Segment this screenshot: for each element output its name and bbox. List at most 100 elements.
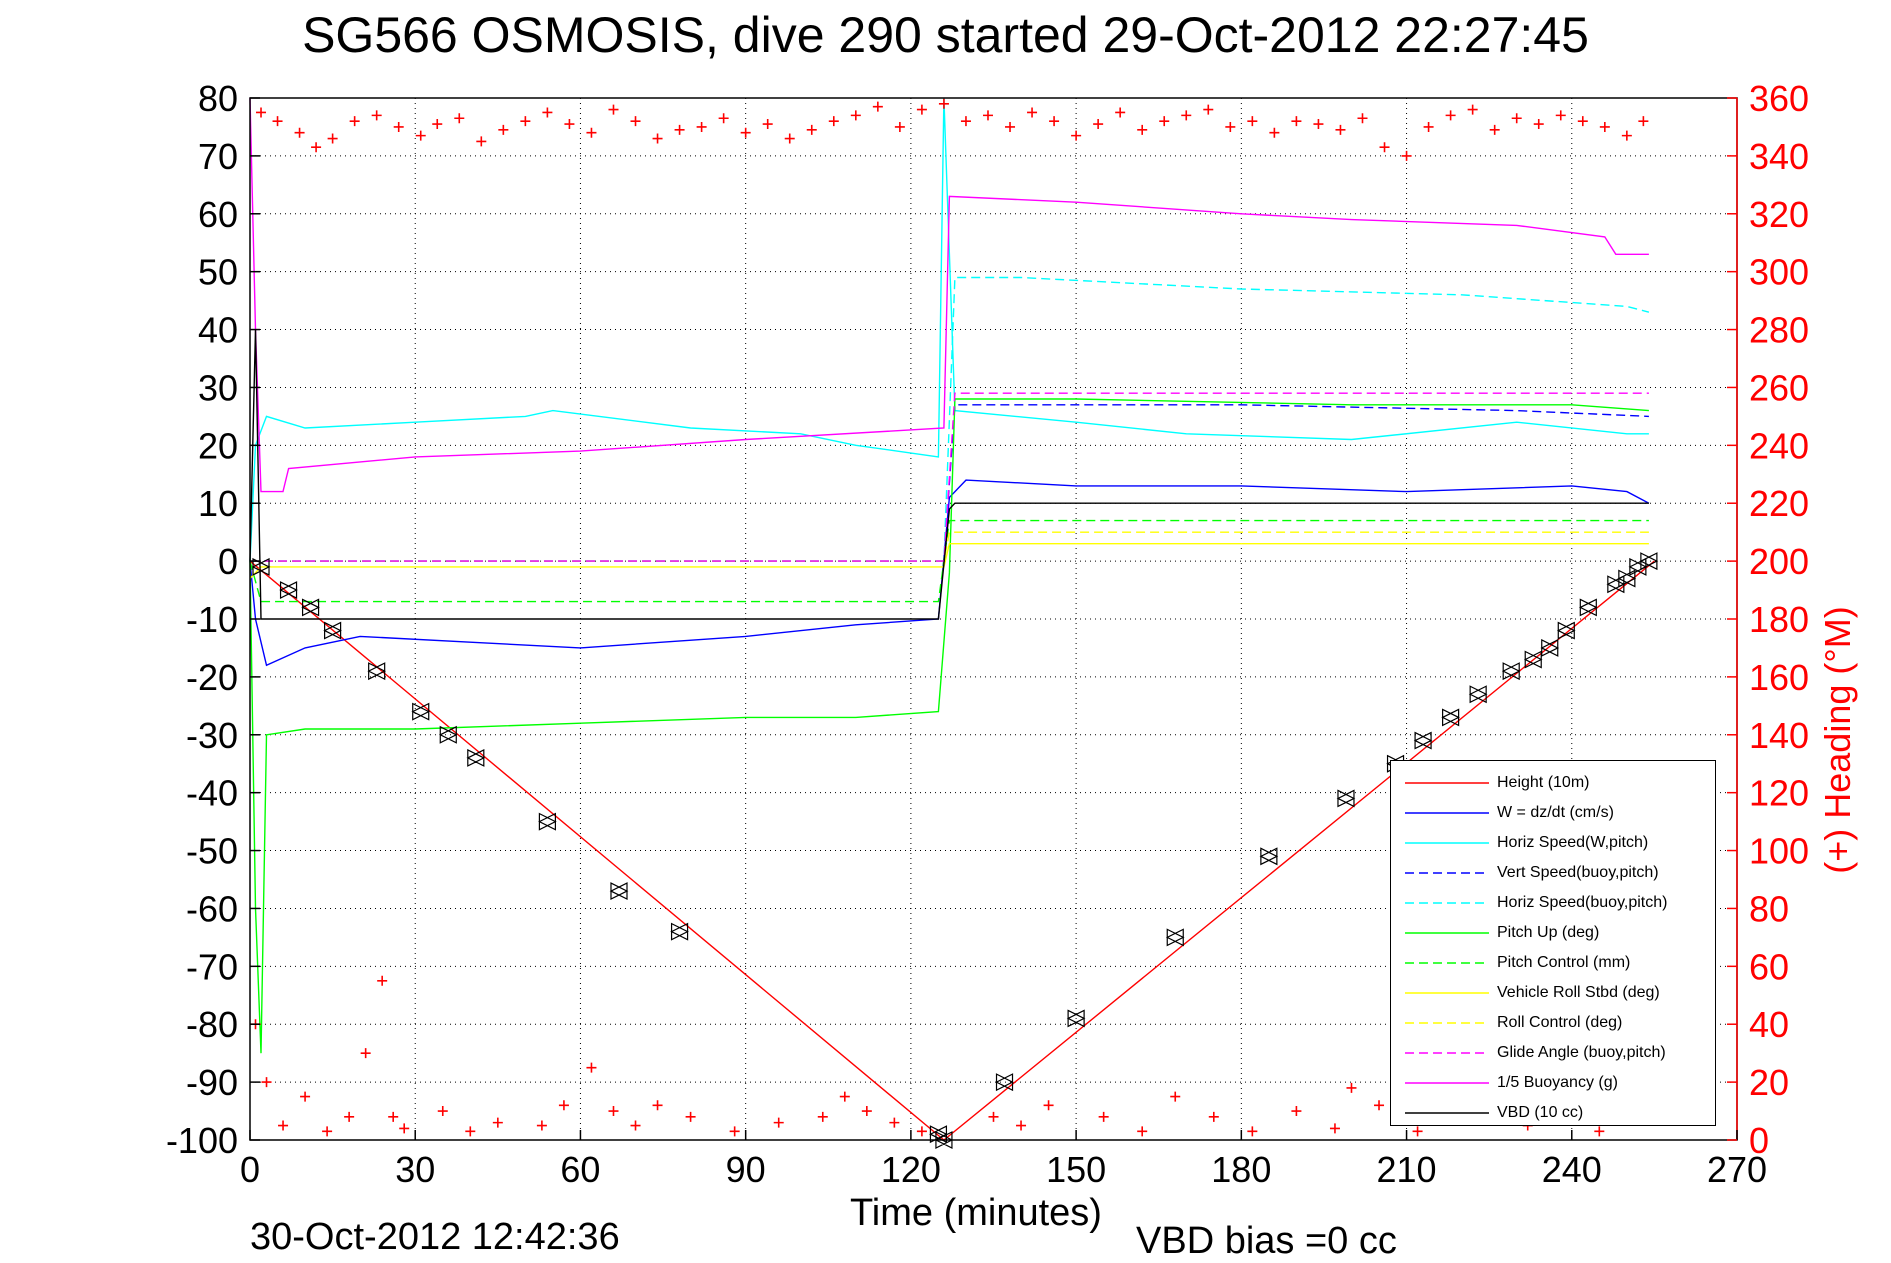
heading-point bbox=[1016, 1120, 1027, 1131]
depth-marker bbox=[1578, 598, 1598, 617]
right-tick-label: 320 bbox=[1749, 194, 1809, 235]
legend-swatch bbox=[1405, 932, 1489, 934]
heading-point bbox=[558, 1100, 569, 1111]
depth-marker bbox=[251, 557, 271, 576]
y-tick-label: 20 bbox=[198, 425, 238, 466]
series-horiz-speed-buoy-pitch- bbox=[250, 276, 1650, 562]
heading-point bbox=[1511, 113, 1522, 124]
y-tick-label: 50 bbox=[198, 252, 238, 293]
legend-label: Vert Speed(buoy,pitch) bbox=[1497, 864, 1659, 881]
y-tick-label: 80 bbox=[198, 78, 238, 119]
right-tick-label: 120 bbox=[1749, 773, 1809, 814]
y-tick-label: -60 bbox=[186, 888, 238, 929]
legend-item: Pitch Up (deg) bbox=[1391, 919, 1715, 949]
series-line bbox=[249, 398, 1649, 1054]
heading-point bbox=[1335, 124, 1346, 135]
heading-point bbox=[311, 142, 322, 153]
right-tick-label: 220 bbox=[1749, 483, 1809, 524]
heading-point bbox=[1291, 116, 1302, 127]
legend-label: Height (10m) bbox=[1497, 774, 1590, 791]
x-tick-label: 150 bbox=[1046, 1149, 1106, 1190]
right-tick-label: 160 bbox=[1749, 657, 1809, 698]
heading-point bbox=[1467, 104, 1478, 115]
legend-swatch bbox=[1405, 902, 1489, 904]
heading-point bbox=[1247, 116, 1258, 127]
heading-point bbox=[437, 1106, 448, 1117]
heading-point bbox=[1225, 121, 1236, 132]
heading-point bbox=[839, 1091, 850, 1102]
depth-marker bbox=[1556, 621, 1576, 640]
series-glide-angle-buoy-pitch- bbox=[250, 392, 1649, 562]
heading-point bbox=[630, 116, 641, 127]
depth-marker bbox=[438, 725, 458, 744]
right-tick-label: 340 bbox=[1749, 136, 1809, 177]
heading-point bbox=[1027, 107, 1038, 118]
legend-swatch bbox=[1405, 1112, 1489, 1114]
heading-point bbox=[1115, 107, 1126, 118]
axis-ticks: 0 30 60 90 120 150 180 210 240 270 80 70 60 50 40 30 20 1… bbox=[166, 78, 1809, 1190]
heading-point bbox=[652, 133, 663, 144]
series-1-5-buoyancy-g- bbox=[249, 97, 1649, 493]
heading-point bbox=[988, 1111, 999, 1122]
heading-point bbox=[1357, 113, 1368, 124]
heading-point bbox=[1346, 1082, 1357, 1093]
heading-point bbox=[1071, 130, 1082, 141]
heading-point bbox=[465, 1126, 476, 1137]
y-tick-label: -20 bbox=[186, 657, 238, 698]
depth-marker bbox=[670, 922, 689, 941]
depth-marker bbox=[1336, 789, 1356, 808]
heading-point bbox=[272, 116, 283, 127]
legend-swatch bbox=[1405, 962, 1489, 964]
x-tick-label: 90 bbox=[726, 1149, 766, 1190]
y-tick-label: 30 bbox=[198, 367, 238, 408]
series-line bbox=[249, 97, 1649, 562]
heading-point bbox=[889, 1117, 900, 1128]
heading-point bbox=[1098, 1111, 1109, 1122]
depth-marker bbox=[609, 882, 629, 901]
heading-point bbox=[377, 975, 388, 986]
heading-point bbox=[1445, 110, 1456, 121]
legend-label: VBD (10 cc) bbox=[1497, 1104, 1584, 1121]
legend-item: Glide Angle (buoy,pitch) bbox=[1391, 1039, 1715, 1069]
heading-point bbox=[960, 116, 971, 127]
y-tick-label: -30 bbox=[186, 715, 238, 756]
right-tick-label: 60 bbox=[1749, 946, 1789, 987]
legend-label: Horiz Speed(W,pitch) bbox=[1497, 834, 1649, 851]
depth-marker bbox=[411, 702, 431, 721]
legend-item: W = dz/dt (cm/s) bbox=[1391, 799, 1715, 829]
heading-point bbox=[817, 1111, 828, 1122]
heading-point bbox=[360, 1048, 371, 1059]
y-tick-label: -100 bbox=[166, 1120, 238, 1161]
heading-point bbox=[982, 110, 993, 121]
heading-point bbox=[938, 98, 949, 109]
heading-point bbox=[564, 119, 575, 130]
heading-point bbox=[542, 107, 553, 118]
heading-point bbox=[1638, 116, 1649, 127]
heading-point bbox=[784, 133, 795, 144]
series-line bbox=[249, 519, 1649, 603]
legend-swatch bbox=[1405, 1022, 1489, 1024]
legend-item: Vert Speed(buoy,pitch) bbox=[1391, 859, 1715, 889]
legend-swatch bbox=[1405, 872, 1489, 874]
legend-label: W = dz/dt (cm/s) bbox=[1497, 804, 1614, 821]
x-axis-label: Time (minutes) bbox=[850, 1192, 1102, 1234]
right-tick-label: 240 bbox=[1749, 425, 1809, 466]
depth-marker bbox=[1165, 928, 1185, 947]
right-tick-label: 200 bbox=[1749, 541, 1809, 582]
y-tick-label: -40 bbox=[186, 773, 238, 814]
heading-point bbox=[476, 136, 487, 147]
right-tick-label: 100 bbox=[1749, 831, 1809, 872]
legend-item: Vehicle Roll Stbd (deg) bbox=[1391, 979, 1715, 1009]
heading-point bbox=[1269, 127, 1280, 138]
heading-point bbox=[371, 110, 382, 121]
heading-point bbox=[327, 133, 338, 144]
heading-point bbox=[536, 1120, 547, 1131]
heading-point bbox=[586, 127, 597, 138]
heading-point bbox=[1043, 1100, 1054, 1111]
depth-marker bbox=[1501, 662, 1521, 681]
legend-item: Roll Control (deg) bbox=[1391, 1009, 1715, 1039]
heading-point bbox=[1329, 1123, 1340, 1134]
depth-marker bbox=[323, 621, 342, 640]
right-tick-label: 260 bbox=[1749, 367, 1809, 408]
heading-point bbox=[1291, 1106, 1302, 1117]
